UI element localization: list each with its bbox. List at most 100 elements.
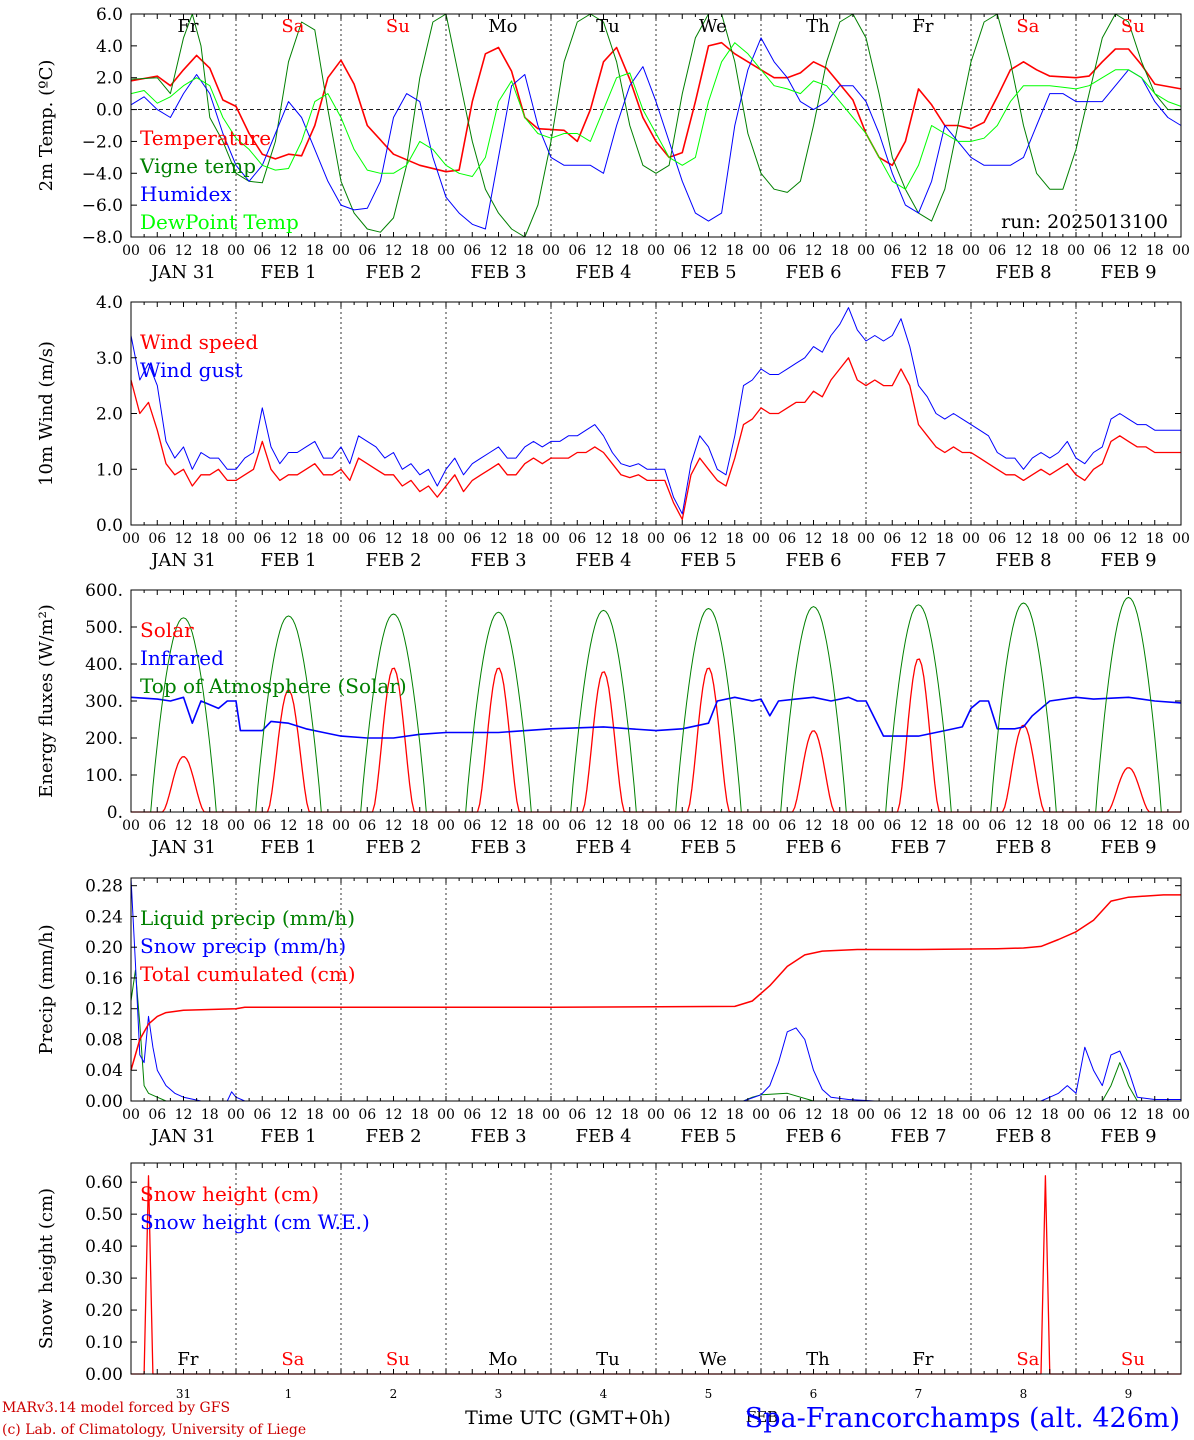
hour-tick-label: 06 [463,531,481,547]
temperature-y-axis-label: 2m Temp. (ºC) [36,60,57,192]
weekday-label: Su [386,1349,410,1370]
hour-tick-label: 12 [1015,818,1033,834]
date-label: FEB 4 [575,262,631,283]
hour-tick-label: 06 [148,243,166,259]
day-number-label: 1 [285,1387,293,1401]
weekday-label: Su [1121,1349,1145,1370]
y-tick-label: 0.00 [85,1092,123,1112]
date-label: FEB 6 [785,1126,841,1147]
hour-tick-label: 00 [857,1107,875,1123]
hour-tick-label: 12 [805,243,823,259]
date-label: JAN 31 [149,837,216,858]
day-number-label: 4 [600,1387,608,1401]
y-tick-label: 6.0 [96,5,123,25]
series-wind-speed [130,357,1181,521]
hour-tick-label: 00 [962,818,980,834]
hour-tick-label: 00 [1172,818,1190,834]
hour-tick-label: 18 [411,1107,429,1123]
hour-tick-label: 00 [332,818,350,834]
hour-tick-label: 00 [227,818,245,834]
date-label: FEB 8 [995,262,1051,283]
hour-tick-label: 00 [437,243,455,259]
weekday-label: Sa [1016,1349,1039,1370]
hour-tick-label: 18 [936,531,954,547]
hour-tick-label: 12 [1015,243,1033,259]
legend-top-of-atmosphere: Top of Atmosphere (Solar) [140,674,407,698]
day-number-label: 5 [705,1387,713,1401]
hour-tick-label: 18 [1146,243,1164,259]
date-label: FEB 4 [575,550,631,571]
y-tick-label: 1.0 [96,460,123,480]
hour-tick-label: 06 [883,1107,901,1123]
hour-tick-label: 00 [857,243,875,259]
hour-tick-label: 12 [910,243,928,259]
hour-tick-label: 06 [148,531,166,547]
hour-tick-label: 12 [490,531,508,547]
hour-tick-label: 06 [673,243,691,259]
legend-total-cumulated: Total cumulated (cm) [140,962,356,986]
hour-tick-label: 06 [778,1107,796,1123]
hour-tick-label: 06 [1093,243,1111,259]
hour-tick-label: 00 [437,531,455,547]
hour-tick-label: 06 [988,818,1006,834]
hour-tick-label: 00 [1172,531,1190,547]
hour-tick-label: 06 [253,243,271,259]
weekday-label: Fr [912,1349,933,1370]
y-tick-label: 2.0 [96,405,123,425]
hour-tick-label: 06 [358,531,376,547]
hour-tick-label: 12 [280,818,298,834]
date-label: FEB 8 [995,837,1051,858]
x-axis-title: Time UTC (GMT+0h) [465,1407,671,1429]
y-tick-label: 4.0 [96,293,123,313]
hour-tick-label: 12 [385,1107,403,1123]
hour-tick-label: 18 [831,818,849,834]
hour-tick-label: 06 [778,818,796,834]
y-tick-label: 0.20 [85,938,123,958]
hour-tick-label: 06 [778,243,796,259]
hour-tick-label: 12 [490,243,508,259]
hour-tick-label: 00 [227,531,245,547]
hour-tick-label: 00 [542,243,560,259]
hour-tick-label: 00 [962,243,980,259]
hour-tick-label: 00 [647,531,665,547]
date-label: FEB 5 [680,837,736,858]
y-tick-label: 0.30 [85,1269,123,1289]
legend-vigne-temp: Vigne temp [139,154,256,178]
legend-dewpoint-temp: DewPoint Temp [140,210,299,234]
hour-tick-label: 06 [253,1107,271,1123]
hour-tick-label: 12 [595,818,613,834]
hour-tick-label: 18 [1146,1107,1164,1123]
hour-tick-label: 00 [437,818,455,834]
weekday-label: Mo [488,16,517,37]
hour-tick-label: 18 [831,531,849,547]
date-label: FEB 5 [680,262,736,283]
hour-tick-label: 00 [647,1107,665,1123]
hour-tick-label: 00 [752,531,770,547]
hour-tick-label: 06 [568,818,586,834]
hour-tick-label: 18 [411,243,429,259]
legend-snow-height-we: Snow height (cm W.E.) [140,1210,370,1234]
y-tick-label: 0.50 [85,1205,123,1225]
hour-tick-label: 06 [883,818,901,834]
date-label: FEB 8 [995,1126,1051,1147]
hour-tick-label: 18 [516,531,534,547]
hour-tick-label: 12 [385,531,403,547]
hour-tick-label: 12 [490,1107,508,1123]
hour-tick-label: 18 [516,1107,534,1123]
energy-legend: Solar Infrared Top of Atmosphere (Solar) [140,618,407,698]
hour-tick-label: 12 [1120,243,1138,259]
hour-tick-label: 00 [542,531,560,547]
wind-y-axis-label: 10m Wind (m/s) [36,341,57,486]
hour-tick-label: 18 [936,1107,954,1123]
hour-tick-label: 12 [910,1107,928,1123]
day-number-label: 6 [810,1387,818,1401]
hour-tick-label: 06 [988,243,1006,259]
hour-tick-label: 00 [122,531,140,547]
hour-tick-label: 12 [490,818,508,834]
date-label: FEB 4 [575,837,631,858]
date-label: FEB 1 [260,837,316,858]
hour-tick-label: 06 [568,1107,586,1123]
hour-tick-label: 00 [857,531,875,547]
hour-tick-label: 12 [385,818,403,834]
